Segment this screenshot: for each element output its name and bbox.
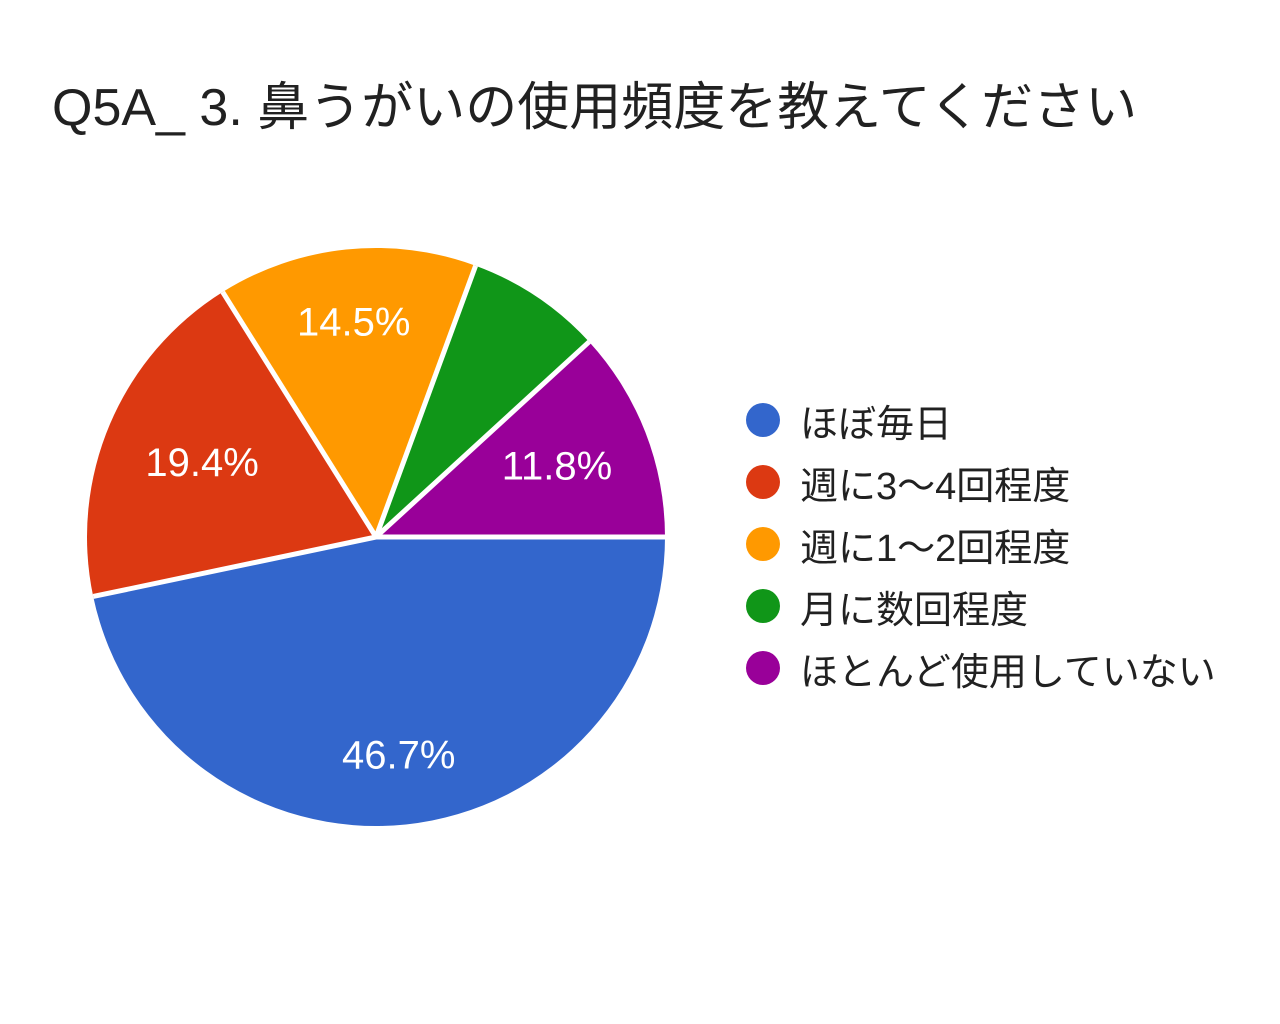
slice-separator-1: [92, 534, 377, 599]
pie-slice-0: [93, 537, 665, 826]
slice-label-1: 19.4%: [145, 441, 258, 485]
pie-slice-3: [376, 265, 590, 537]
slice-label-2: 14.5%: [297, 300, 410, 344]
chart-title: Q5A_ 3. 鼻うがいの使用頻度を教えてください: [52, 79, 1138, 137]
legend-label: ほとんど使用していない: [800, 651, 1216, 694]
legend-swatch-icon: [746, 465, 780, 499]
legend: ほぼ毎日週に3〜4回程度 週に1〜2回程度 月に数回程度ほとんど使用していない: [746, 389, 1216, 699]
legend-item-0: ほぼ毎日: [746, 389, 1216, 451]
pie-slice-labels: 46.7% 19.4% 14.5% 11.8%: [145, 300, 612, 777]
legend-item-1: 週に3〜4回程度: [746, 451, 1216, 513]
legend-label: 週に1〜2回程度: [800, 527, 1071, 570]
legend-swatch-icon: [746, 651, 780, 685]
slice-label-4: 11.8%: [502, 445, 612, 489]
pie-slice-separators: [92, 264, 665, 599]
legend-swatch-icon: [746, 527, 780, 561]
slice-label-0: 46.7%: [342, 734, 455, 778]
pie-slice-4: [376, 341, 665, 537]
legend-item-2: 週に1〜2回程度: [746, 513, 1216, 575]
legend-item-4: ほとんど使用していない: [746, 637, 1216, 699]
pie-slice-2: [222, 248, 476, 537]
slice-separator-2: [220, 290, 379, 539]
pie-slices: [87, 248, 665, 826]
legend-item-3: 月に数回程度: [746, 575, 1216, 637]
slice-separator-4: [374, 339, 591, 539]
legend-label: 週に3〜4回程度: [800, 465, 1071, 508]
legend-label: 月に数回程度: [800, 589, 1029, 632]
legend-label: ほぼ毎日: [800, 403, 953, 446]
legend-swatch-icon: [746, 589, 780, 623]
legend-swatch-icon: [746, 403, 780, 437]
slice-separator-3: [373, 264, 478, 538]
pie-slice-1: [87, 292, 377, 597]
